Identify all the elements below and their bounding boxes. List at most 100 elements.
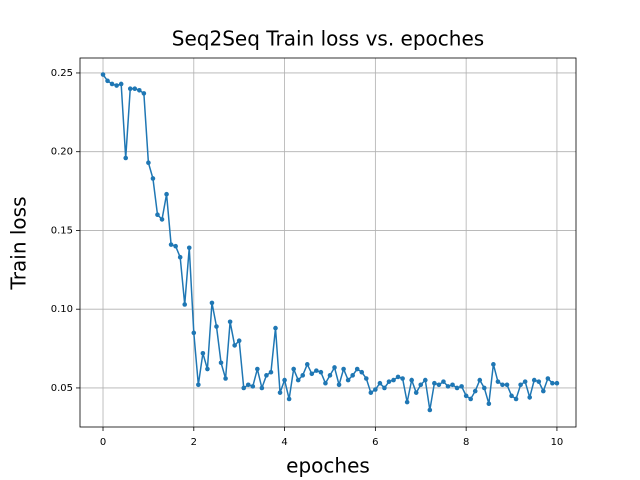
- x-tick-label: 0: [100, 437, 106, 448]
- point: [159, 217, 165, 222]
- x-tick-label: 2: [191, 437, 197, 448]
- point: [182, 302, 188, 307]
- point: [282, 377, 287, 383]
- point: [400, 376, 405, 381]
- point: [531, 377, 537, 383]
- point: [373, 387, 378, 392]
- point: [323, 380, 328, 386]
- point: [304, 362, 310, 367]
- point: [454, 385, 460, 391]
- point: [273, 325, 278, 331]
- point: [314, 368, 319, 373]
- point: [463, 393, 469, 399]
- chart-title: Seq2Seq Train loss vs. epoches: [172, 27, 484, 51]
- point: [318, 369, 324, 375]
- point: [250, 384, 256, 389]
- point: [227, 319, 233, 325]
- point: [309, 371, 315, 377]
- point: [500, 382, 505, 388]
- point: [123, 155, 129, 161]
- point: [214, 324, 219, 329]
- point: [459, 384, 464, 389]
- point: [477, 377, 483, 383]
- point: [191, 330, 197, 336]
- point: [422, 377, 428, 383]
- point: [286, 396, 292, 402]
- point: [150, 176, 156, 181]
- point: [173, 243, 178, 249]
- point: [100, 72, 106, 77]
- point: [155, 212, 160, 218]
- point: [232, 343, 237, 348]
- point: [209, 300, 215, 306]
- point: [545, 376, 551, 381]
- point: [427, 407, 433, 413]
- x-tick-label: 4: [281, 437, 287, 448]
- point: [118, 81, 124, 87]
- point: [363, 376, 369, 381]
- point: [450, 382, 455, 388]
- point: [386, 379, 392, 384]
- point: [223, 376, 228, 381]
- point: [541, 388, 546, 394]
- point: [259, 385, 265, 391]
- y-tick-label: 0.15: [51, 225, 73, 236]
- point: [277, 390, 283, 395]
- y-tick-label: 0.25: [51, 68, 73, 79]
- point: [513, 396, 519, 402]
- point: [391, 377, 396, 383]
- x-axis-label: epoches: [286, 454, 370, 478]
- plot-frame: [79, 57, 577, 428]
- point: [359, 369, 365, 375]
- point: [164, 191, 169, 197]
- point: [354, 366, 360, 372]
- point: [141, 91, 147, 96]
- point: [127, 86, 133, 92]
- point: [255, 366, 260, 372]
- y-axis-label: Train loss: [7, 197, 31, 291]
- y-tick-label: 0.20: [51, 147, 73, 158]
- point: [336, 382, 342, 388]
- point: [186, 245, 192, 251]
- point: [432, 380, 437, 386]
- point: [495, 379, 501, 384]
- point: [436, 382, 442, 388]
- point: [486, 401, 492, 406]
- point: [200, 350, 206, 356]
- point: [196, 382, 201, 388]
- point: [536, 379, 542, 384]
- point: [472, 388, 478, 394]
- point: [418, 382, 424, 388]
- point: [504, 382, 510, 388]
- point: [350, 373, 355, 378]
- point: [236, 338, 242, 343]
- point: [345, 377, 351, 383]
- point: [109, 81, 115, 87]
- point: [527, 395, 532, 400]
- y-tick-label: 0.10: [51, 304, 73, 315]
- point: [114, 83, 119, 88]
- point: [395, 374, 401, 380]
- y-tick-label: 0.05: [51, 383, 73, 394]
- point: [146, 160, 151, 166]
- point: [341, 366, 346, 372]
- point: [205, 366, 210, 372]
- point: [105, 78, 110, 84]
- point: [377, 380, 383, 386]
- point: [218, 360, 224, 366]
- point: [413, 390, 419, 395]
- point: [382, 385, 387, 391]
- point: [332, 365, 337, 370]
- point: [482, 385, 487, 391]
- point: [177, 254, 183, 260]
- point: [245, 382, 251, 388]
- x-tick-label: 8: [463, 437, 469, 448]
- point: [137, 87, 142, 93]
- x-tick-label: 6: [372, 437, 378, 448]
- point: [518, 382, 523, 388]
- point: [327, 373, 333, 378]
- point: [241, 385, 247, 391]
- point: [441, 379, 446, 384]
- point: [268, 369, 274, 375]
